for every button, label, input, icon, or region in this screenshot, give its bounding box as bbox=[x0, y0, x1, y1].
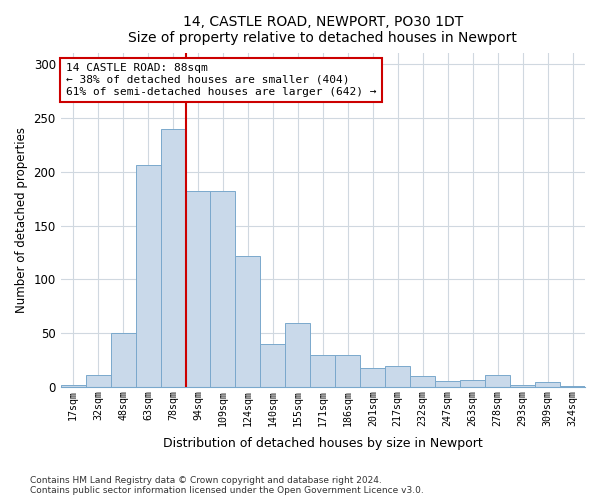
Bar bbox=[161, 128, 185, 387]
Bar bbox=[86, 376, 110, 387]
Bar bbox=[485, 376, 510, 387]
Bar bbox=[260, 344, 286, 387]
Bar bbox=[410, 376, 435, 387]
Bar bbox=[136, 166, 161, 387]
Bar bbox=[360, 368, 385, 387]
Bar bbox=[110, 334, 136, 387]
Text: 14 CASTLE ROAD: 88sqm
← 38% of detached houses are smaller (404)
61% of semi-det: 14 CASTLE ROAD: 88sqm ← 38% of detached … bbox=[66, 64, 376, 96]
Bar bbox=[335, 355, 360, 387]
Bar bbox=[510, 385, 535, 387]
Bar bbox=[211, 191, 235, 387]
Bar bbox=[560, 386, 585, 387]
Bar bbox=[61, 385, 86, 387]
Y-axis label: Number of detached properties: Number of detached properties bbox=[15, 127, 28, 313]
Title: 14, CASTLE ROAD, NEWPORT, PO30 1DT
Size of property relative to detached houses : 14, CASTLE ROAD, NEWPORT, PO30 1DT Size … bbox=[128, 15, 517, 45]
Bar bbox=[460, 380, 485, 387]
Bar bbox=[535, 382, 560, 387]
Bar bbox=[235, 256, 260, 387]
Bar bbox=[185, 191, 211, 387]
Bar bbox=[385, 366, 410, 387]
Text: Contains HM Land Registry data © Crown copyright and database right 2024.
Contai: Contains HM Land Registry data © Crown c… bbox=[30, 476, 424, 495]
Bar bbox=[435, 380, 460, 387]
Bar bbox=[286, 322, 310, 387]
Bar bbox=[310, 355, 335, 387]
X-axis label: Distribution of detached houses by size in Newport: Distribution of detached houses by size … bbox=[163, 437, 483, 450]
